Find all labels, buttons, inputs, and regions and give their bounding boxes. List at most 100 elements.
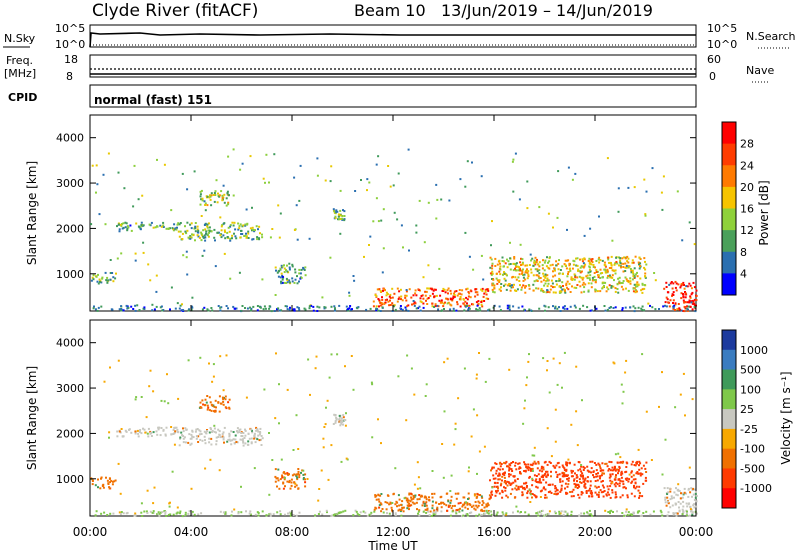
echo-cell xyxy=(538,269,541,272)
echo-cell xyxy=(298,199,301,202)
echo-cell xyxy=(662,305,665,308)
echo-cell xyxy=(677,501,680,503)
echo-cell xyxy=(687,495,690,498)
echo-cell xyxy=(100,476,103,479)
echo-cell xyxy=(555,471,558,474)
echo-cell xyxy=(641,288,644,291)
echo-cell xyxy=(185,428,188,431)
echo-cell xyxy=(504,462,507,465)
echo-cell xyxy=(607,288,610,291)
echo-cell xyxy=(187,359,190,362)
echo-cell xyxy=(219,309,222,312)
echo-cell xyxy=(522,268,524,271)
echo-cell xyxy=(598,215,600,218)
echo-cell xyxy=(241,435,244,438)
echo-cell xyxy=(159,434,162,437)
echo-cell xyxy=(222,184,225,187)
echo-cell xyxy=(594,279,597,281)
echo-cell xyxy=(106,479,109,482)
echo-cell xyxy=(435,501,437,504)
echo-cell xyxy=(510,482,513,485)
colorbar-swatch xyxy=(722,349,736,371)
echo-cell xyxy=(382,511,385,514)
echo-cell xyxy=(590,491,593,494)
echo-cell xyxy=(508,304,511,307)
echo-cell xyxy=(534,256,537,259)
echo-cell xyxy=(229,237,232,240)
echo-cell xyxy=(631,269,634,272)
echo-cell xyxy=(247,432,250,435)
echo-cell xyxy=(689,305,692,308)
echo-cell xyxy=(449,490,452,492)
echo-cell xyxy=(643,266,646,269)
echo-cell xyxy=(317,513,320,515)
echo-cell xyxy=(604,281,607,284)
echo-cell xyxy=(339,232,342,235)
echo-cell xyxy=(501,489,504,492)
echo-cell xyxy=(211,380,214,383)
echo-cell xyxy=(168,505,171,508)
echo-cell xyxy=(219,306,222,309)
echo-cell xyxy=(393,292,396,295)
echo-cell xyxy=(220,402,223,405)
echo-cell xyxy=(654,279,657,282)
echo-cell xyxy=(113,480,116,483)
echo-cell xyxy=(638,468,641,471)
echo-cell xyxy=(280,458,283,461)
echo-cell xyxy=(630,271,633,274)
echo-cell xyxy=(692,504,695,507)
echo-cell xyxy=(182,441,185,444)
echo-cell xyxy=(540,489,543,492)
echo-cell xyxy=(593,462,596,464)
echo-cell xyxy=(537,514,540,517)
echo-cell xyxy=(220,229,223,232)
echo-cell xyxy=(139,429,142,431)
echo-cell xyxy=(571,178,574,181)
echo-cell xyxy=(197,435,200,438)
echo-cell xyxy=(480,175,483,178)
echo-cell xyxy=(176,428,179,431)
echo-cell xyxy=(600,480,603,483)
echo-cell xyxy=(478,514,481,517)
echo-cell xyxy=(176,223,179,226)
velocity-plot-frame xyxy=(89,319,697,517)
echo-cell xyxy=(480,254,483,257)
echo-cell xyxy=(155,430,158,433)
echo-cell xyxy=(609,510,612,513)
echo-cell xyxy=(579,266,582,269)
echo-cell xyxy=(695,495,698,497)
echo-cell xyxy=(505,494,508,497)
echo-cell xyxy=(404,294,407,297)
echo-cell xyxy=(181,309,184,312)
echo-cell xyxy=(644,479,647,482)
echo-cell xyxy=(571,277,574,280)
echo-cell xyxy=(587,489,590,492)
echo-cell xyxy=(548,460,551,463)
echo-cell xyxy=(536,486,539,489)
echo-cell xyxy=(504,279,507,282)
echo-cell xyxy=(491,272,494,275)
echo-cell xyxy=(188,510,191,513)
echo-cell xyxy=(563,473,565,476)
echo-cell xyxy=(126,307,129,310)
echo-cell xyxy=(565,282,568,285)
echo-cell xyxy=(574,484,577,487)
echo-cell xyxy=(669,299,672,302)
echo-cell xyxy=(324,306,327,309)
echo-cell xyxy=(298,268,301,271)
echo-cell xyxy=(425,299,427,302)
echo-cell xyxy=(512,475,515,478)
echo-cell xyxy=(186,229,189,232)
echo-cell xyxy=(225,197,228,200)
y-tick-label: 4000 xyxy=(56,132,84,145)
echo-cell xyxy=(309,393,311,396)
echo-cell xyxy=(210,403,213,406)
echo-cell xyxy=(406,507,409,510)
echo-cell xyxy=(526,496,529,499)
echo-cell xyxy=(157,428,160,431)
echo-cell xyxy=(342,209,344,212)
echo-cell xyxy=(169,308,171,311)
echo-cell xyxy=(392,184,395,187)
echo-cell xyxy=(492,477,495,480)
echo-cell xyxy=(563,307,566,310)
